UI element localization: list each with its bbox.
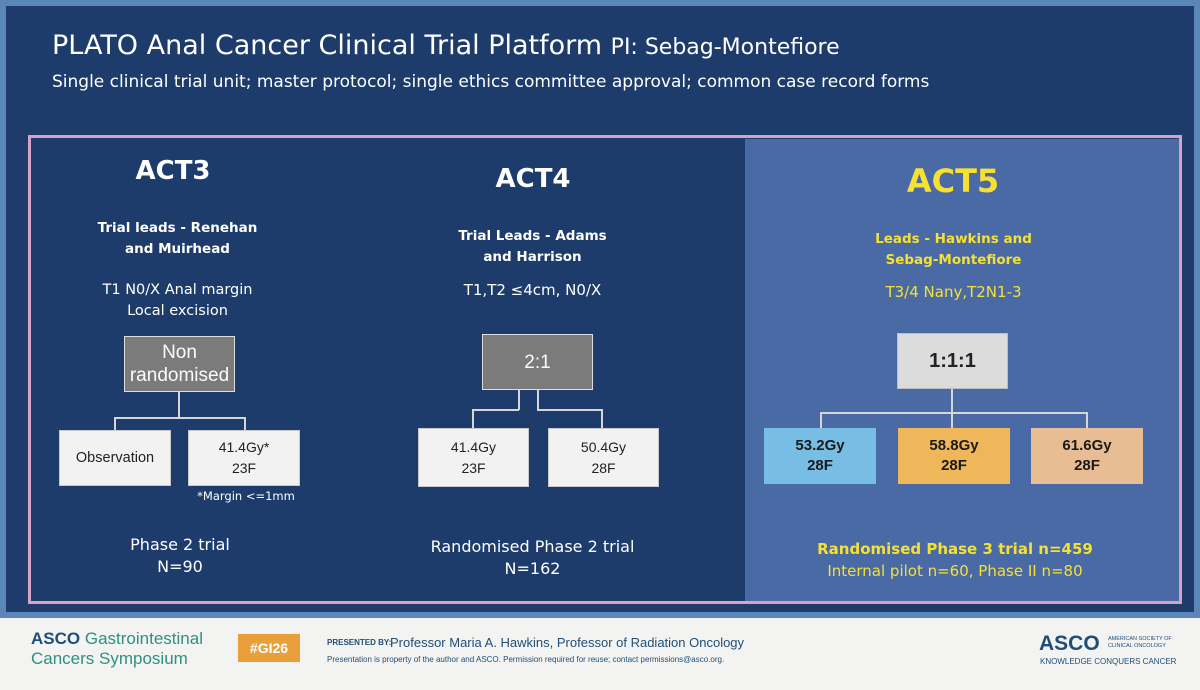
slide-title: PLATO Anal Cancer Clinical Trial Platfor… — [52, 30, 840, 61]
asco-tagline: KNOWLEDGE CONQUERS CANCER — [1040, 657, 1177, 666]
act5-connector-bar — [820, 412, 1088, 414]
act4-connector-bar-left — [472, 409, 519, 411]
act4-phase: Randomised Phase 2 trial — [430, 537, 635, 556]
act4-arm2-fractions: 28F — [591, 459, 616, 476]
asco-wordmark: ASCO — [31, 629, 81, 648]
act3-leads: Trial leads - Renehan and Muirhead — [60, 218, 295, 260]
presenter-name: Professor Maria A. Hawkins, Professor of… — [390, 635, 745, 650]
act5-arm1-dose: 53.2Gy — [795, 437, 845, 454]
act3-leads-line1: Trial leads - Renehan — [97, 220, 258, 236]
act3-arm2-dose: 41.4Gy* — [218, 439, 270, 455]
act4-arm-low-dose: 41.4Gy 23F — [418, 428, 529, 487]
act3-summary: Phase 2 trial N=90 — [80, 534, 280, 578]
principal-investigator: PI: Sebag-Montefiore — [610, 35, 840, 60]
act5-arm3-dose: 61.6Gy — [1062, 437, 1112, 454]
act4-heading: ACT4 — [495, 164, 571, 194]
hashtag-badge: #GI26 — [238, 634, 300, 662]
act3-connector-left — [114, 417, 116, 430]
act3-leads-line2: and Muirhead — [125, 241, 230, 257]
act3-criteria-line2: Local excision — [127, 303, 228, 319]
act5-leads-line1: Leads - Hawkins and — [875, 231, 1032, 247]
act5-arm-low-dose: 53.2Gy 28F — [764, 428, 876, 484]
copyright-notice: Presentation is property of the author a… — [327, 655, 725, 664]
act4-arm2-dose: 50.4Gy — [580, 438, 627, 455]
act5-arm-high-dose: 61.6Gy 28F — [1031, 428, 1143, 484]
act4-arm1-dose: 41.4Gy — [450, 438, 497, 455]
act4-connector-left — [472, 409, 474, 428]
title-text: PLATO Anal Cancer Clinical Trial Platfor… — [52, 30, 603, 61]
act4-criteria: T1,T2 ≤4cm, N0/X — [463, 281, 602, 299]
act3-criteria: T1 N0/X Anal margin Local excision — [60, 280, 295, 322]
act5-leads-line2: Sebag-Montefiore — [885, 252, 1022, 268]
act3-design-line1: Non — [162, 342, 197, 363]
act4-summary: Randomised Phase 2 trial N=162 — [400, 536, 665, 580]
act4-leads-line1: Trial Leads - Adams — [458, 228, 607, 244]
act3-connector-right — [244, 417, 246, 430]
footer-bar: ASCO Gastrointestinal Cancers Symposium … — [0, 618, 1200, 690]
act5-pilot: Internal pilot n=60, Phase II n=80 — [827, 562, 1083, 580]
act5-heading: ACT5 — [906, 162, 1000, 200]
act3-arm-observation: Observation — [59, 430, 171, 486]
act3-footnote: *Margin <=1mm — [197, 489, 295, 503]
act3-connector-bar — [114, 417, 246, 419]
act5-connector-right — [1086, 412, 1088, 428]
act4-arm-standard-dose: 50.4Gy 28F — [548, 428, 659, 487]
act5-connector-middle — [951, 412, 953, 428]
act3-criteria-line1: T1 N0/X Anal margin — [102, 282, 253, 298]
act5-ratio-box: 1:1:1 — [897, 333, 1008, 389]
act3-arm2-fractions: 23F — [231, 460, 257, 476]
act5-leads: Leads - Hawkins and Sebag-Montefiore — [836, 229, 1071, 271]
act3-arm-radiotherapy: 41.4Gy* 23F — [188, 430, 300, 486]
slide-subtitle: Single clinical trial unit; master proto… — [52, 72, 930, 92]
meeting-name-line1: Gastrointestinal — [84, 629, 203, 648]
act4-ratio-box: 2:1 — [482, 334, 593, 390]
act5-phase: Randomised Phase 3 trial n=459 — [817, 540, 1093, 558]
society-name-line1: AMERICAN SOCIETY OF — [1108, 636, 1172, 642]
act3-phase: Phase 2 trial — [130, 535, 230, 554]
act4-leads-line2: and Harrison — [483, 249, 582, 265]
act4-connector-stem-right — [537, 390, 539, 410]
act3-heading: ACT3 — [135, 156, 211, 186]
act4-arm1-fractions: 23F — [461, 459, 486, 476]
meeting-logo: ASCO Gastrointestinal — [31, 629, 203, 649]
act5-arm3-fractions: 28F — [1074, 457, 1100, 474]
act3-design-box: Non randomised — [124, 336, 235, 392]
act4-n: N=162 — [504, 559, 561, 578]
act5-criteria: T3/4 Nany,T2N1-3 — [885, 283, 1022, 301]
presented-by-label: PRESENTED BY: — [327, 638, 392, 647]
act3-connector-stem — [178, 392, 180, 418]
act4-leads: Trial Leads - Adams and Harrison — [415, 226, 650, 268]
act5-connector-left — [820, 412, 822, 428]
act3-n: N=90 — [157, 557, 203, 576]
society-name: AMERICAN SOCIETY OF CLINICAL ONCOLOGY — [1108, 636, 1172, 650]
act5-arm2-fractions: 28F — [941, 457, 967, 474]
act5-arm-mid-dose: 58.8Gy 28F — [898, 428, 1010, 484]
society-name-line2: CLINICAL ONCOLOGY — [1108, 643, 1166, 649]
asco-logo: ASCO — [1039, 632, 1100, 655]
act4-connector-bar-right — [537, 409, 603, 411]
act5-arm1-fractions: 28F — [807, 457, 833, 474]
meeting-name-line2: Cancers Symposium — [31, 649, 188, 668]
act5-arm2-dose: 58.8Gy — [929, 437, 979, 454]
act3-design-line2: randomised — [129, 365, 230, 386]
act4-connector-stem-left — [518, 390, 520, 410]
trials-frame — [28, 135, 1182, 604]
act5-connector-stem — [951, 389, 953, 413]
act4-connector-right — [601, 409, 603, 428]
